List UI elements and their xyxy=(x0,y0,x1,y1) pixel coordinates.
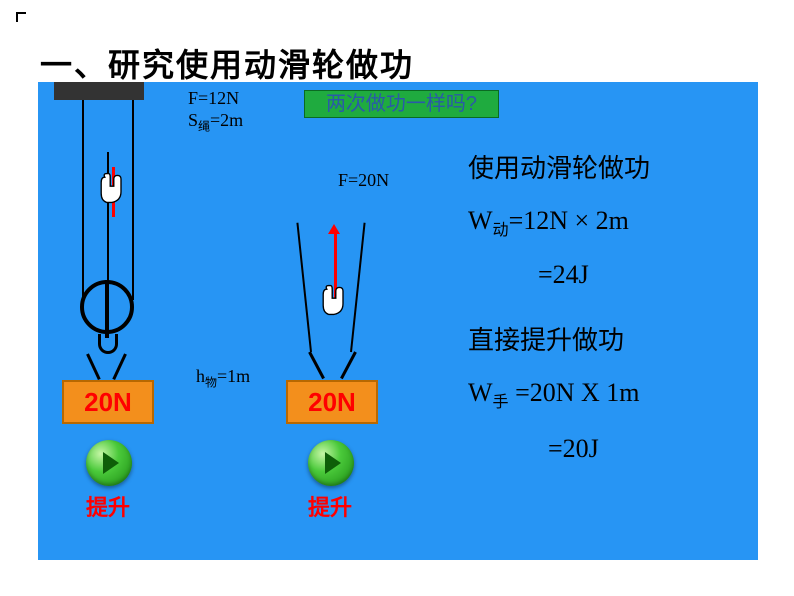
diagram-area: 20N 提升 F=12N S绳=2m 两次做功一样吗? 20N 提升 F=20N xyxy=(38,82,758,560)
hanger-l1 xyxy=(86,353,101,380)
weight-box-right: 20N xyxy=(286,380,378,424)
corner-decoration xyxy=(16,12,26,22)
play-button-left[interactable] xyxy=(86,440,132,486)
pulley-hook xyxy=(98,334,118,354)
question-banner: 两次做功一样吗? xyxy=(304,90,499,118)
lift-label-right: 提升 xyxy=(308,490,352,522)
calc-line5: W手 =20N X 1m xyxy=(468,378,640,412)
hanger-l2 xyxy=(112,353,127,380)
rope-right-l xyxy=(296,223,312,352)
pulley-wheel xyxy=(80,280,134,334)
ceiling-bar xyxy=(54,82,144,100)
calc-line1: 使用动滑轮做功 xyxy=(468,148,650,185)
rope-left-outer-l xyxy=(82,100,84,300)
calc-line2: W动=12N × 2m xyxy=(468,206,629,240)
hanger-r1 xyxy=(308,351,325,379)
banner-text: 两次做功一样吗? xyxy=(326,93,477,115)
rope-right-r xyxy=(350,223,366,352)
weight-box-left: 20N xyxy=(62,380,154,424)
play-button-right[interactable] xyxy=(308,440,354,486)
label-F-left: F=12N xyxy=(188,88,239,109)
hanger-r2 xyxy=(340,351,357,379)
weight-value-left: 20N xyxy=(84,387,132,418)
label-F-right: F=20N xyxy=(338,170,389,191)
slide: 一、研究使用动滑轮做功 20N 提升 F=12N S绳=2m 两次做功一样吗? xyxy=(0,0,794,596)
label-S-left: S绳=2m xyxy=(188,110,243,135)
weight-value-right: 20N xyxy=(308,387,356,418)
rope-left-outer-r xyxy=(132,100,134,300)
hand-icon-right xyxy=(316,282,352,318)
arrowhead-right xyxy=(328,224,340,234)
calc-line4: 直接提升做功 xyxy=(468,320,624,357)
hand-icon-left xyxy=(94,170,130,206)
calc-line3: =24J xyxy=(538,260,589,290)
calc-line6: =20J xyxy=(548,434,599,464)
label-h-right: h物=1m xyxy=(196,366,250,391)
lift-label-left: 提升 xyxy=(86,490,130,522)
